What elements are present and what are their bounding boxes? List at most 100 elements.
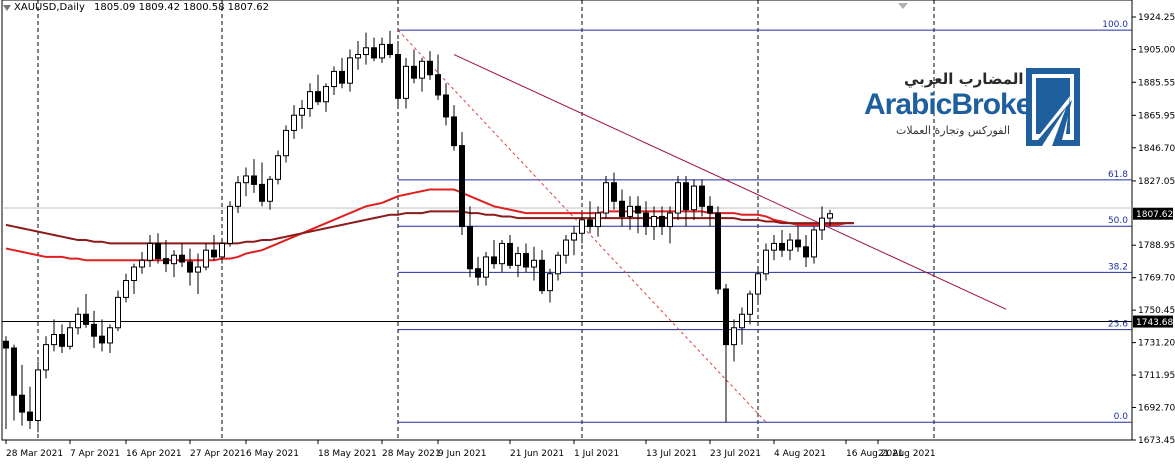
candle-body <box>83 313 89 325</box>
fib-level-label: 38.2 <box>1108 262 1128 272</box>
y-tick-label: 1673.45 <box>1138 436 1175 446</box>
candle-body <box>139 259 145 268</box>
candle-body <box>155 242 161 260</box>
candle-body <box>283 129 289 157</box>
candle-body <box>299 107 305 116</box>
candle-body <box>403 65 409 99</box>
candle-body <box>699 185 705 207</box>
candle-body <box>211 249 217 258</box>
candle-body <box>219 242 225 258</box>
logo-name: ArabicBroker <box>864 88 1043 121</box>
candle-body <box>387 43 393 56</box>
fib-level-label: 61.8 <box>1108 170 1128 180</box>
candle-body <box>691 185 697 211</box>
candle-body <box>771 242 777 251</box>
candle-body <box>755 273 761 295</box>
candle-body <box>475 268 481 278</box>
x-tick-label: 4 Aug 2021 <box>774 449 826 459</box>
candle-body <box>163 258 169 265</box>
chart-header: XAUUSD,Daily 1805.09 1809.42 1800.58 180… <box>14 2 269 13</box>
candle-body <box>779 242 785 251</box>
candle-body <box>419 60 425 79</box>
y-tick-label: 1788.95 <box>1138 241 1175 251</box>
candle-body <box>147 242 153 261</box>
candle-body <box>243 175 249 184</box>
candle-body <box>59 334 65 347</box>
candle-body <box>459 145 465 228</box>
candle-body <box>531 259 537 268</box>
candle-body <box>11 347 17 396</box>
x-tick-label: 13 Jul 2021 <box>646 449 697 459</box>
y-tick-label: 1846.70 <box>1138 144 1175 154</box>
y-tick-label: 1692.70 <box>1138 404 1175 414</box>
candle-body <box>635 205 641 214</box>
arabicbroker-logo: المضارب العربي ArabicBroker الفوركس وتجا… <box>862 66 1084 146</box>
scroll-marker-icon <box>898 3 908 9</box>
candle-body <box>523 253 529 268</box>
fib-level-label: 100.0 <box>1102 20 1128 30</box>
candle-body <box>507 242 513 266</box>
candle-body <box>435 74 441 96</box>
ma_slow-line <box>5 210 854 245</box>
candle-body <box>467 226 473 270</box>
candle-body <box>483 256 489 278</box>
candle-body <box>811 229 817 258</box>
ohlc-label: 1805.09 1809.42 1800.58 1807.62 <box>94 2 269 13</box>
candle-body <box>747 293 753 315</box>
y-tick-label: 1924.25 <box>1138 13 1175 23</box>
candle-body <box>259 183 265 202</box>
candle-body <box>819 217 825 231</box>
candle-body <box>651 215 657 228</box>
x-tick-label: 7 Apr 2021 <box>70 449 120 459</box>
y-tick-label: 1885.55 <box>1138 78 1175 88</box>
fib-level-label: 0.0 <box>1114 412 1129 422</box>
x-tick-label: 16 Apr 2021 <box>126 449 182 459</box>
candle-body <box>363 47 369 56</box>
candle-body <box>659 215 665 228</box>
candle-body <box>571 232 577 241</box>
candle-body <box>331 70 337 88</box>
candle-body <box>235 182 241 207</box>
candle-body <box>371 47 377 59</box>
x-tick-label: 23 Jul 2021 <box>710 449 761 459</box>
candle-body <box>499 242 505 265</box>
candle-body <box>603 182 609 214</box>
fib-level-label: 50.0 <box>1108 216 1128 226</box>
candle-body <box>643 212 649 228</box>
symbol-label: XAUUSD,Daily <box>14 2 85 13</box>
candle-body <box>563 239 569 256</box>
chart-collapse-icon[interactable] <box>3 5 11 11</box>
candle-body <box>587 219 593 228</box>
y-tick-label: 1827.05 <box>1138 177 1175 187</box>
x-tick-label: 18 May 2021 <box>318 449 377 459</box>
y-tick-label: 1750.45 <box>1138 306 1175 316</box>
x-tick-label: 9 Jun 2021 <box>438 449 486 459</box>
candle-body <box>787 239 793 251</box>
candle-body <box>723 288 729 346</box>
candle-body <box>267 178 273 202</box>
x-tick-label: 28 Mar 2021 <box>6 449 63 459</box>
candle-body <box>683 182 689 211</box>
y-tick-label: 1769.70 <box>1138 274 1175 284</box>
candle-body <box>51 334 57 346</box>
candle-body <box>707 205 713 214</box>
candle-body <box>123 280 129 298</box>
logo-arabic-bottom: الفوركس وتجارة العملات <box>896 124 1011 137</box>
candle-body <box>67 327 73 347</box>
candle-body <box>731 327 737 346</box>
x-tick-label: 1 Jul 2021 <box>574 449 619 459</box>
x-tick-label: 21 Jun 2021 <box>510 449 564 459</box>
fib-level-label: 23.6 <box>1108 320 1128 330</box>
candle-body <box>275 155 281 180</box>
candle-body <box>555 254 561 275</box>
candle-body <box>491 256 497 265</box>
candle-body <box>195 266 201 273</box>
candle-body <box>675 182 681 214</box>
candle-body <box>379 43 385 59</box>
candle-body <box>251 175 257 185</box>
candle-body <box>179 254 185 263</box>
candle-body <box>3 340 9 349</box>
candle-body <box>75 313 81 329</box>
candle-body <box>355 54 361 59</box>
